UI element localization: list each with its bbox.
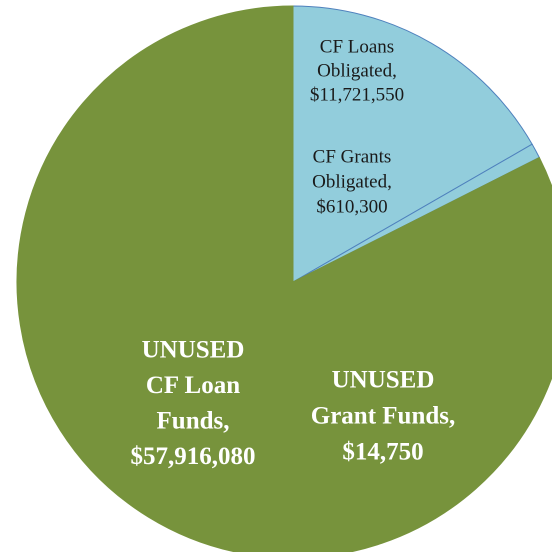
slice-label: Obligated,	[312, 171, 392, 192]
slice-label: Funds,	[157, 408, 230, 435]
slice-label: UNUSED	[142, 337, 245, 364]
pie-slice	[16, 5, 552, 552]
value-label: $610,300	[316, 196, 387, 217]
pie-slice	[292, 5, 533, 283]
slice-label: UNUSED	[332, 367, 435, 394]
value-label: $57,916,080	[131, 443, 256, 470]
slice-label: CF Loan	[146, 372, 240, 399]
slice-label: CF Loans	[320, 36, 394, 57]
slice-label: Grant Funds,	[311, 403, 455, 430]
slice-label: Obligated,	[317, 60, 397, 81]
value-label: $11,721,550	[310, 84, 404, 105]
value-label: $14,750	[342, 439, 423, 466]
slice-label: CF Grants	[313, 146, 392, 167]
